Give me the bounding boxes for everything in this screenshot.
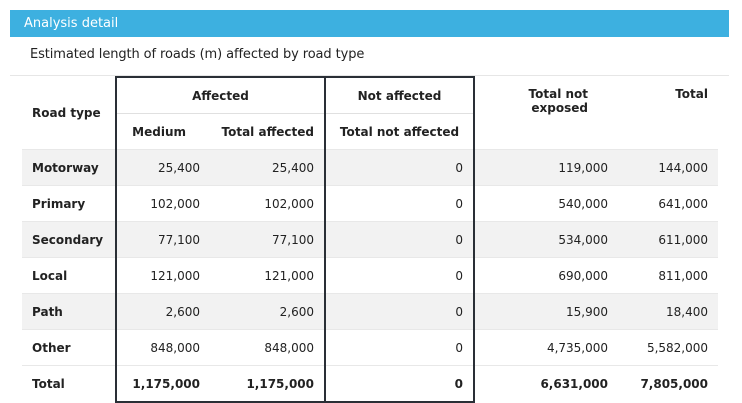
medium-cell: 102,000 [115, 185, 210, 222]
totals-label: Total [22, 365, 116, 402]
medium-cell: 2,600 [115, 293, 210, 330]
medium-cell: 121,000 [115, 257, 210, 294]
panel-title: Analysis detail [24, 16, 119, 31]
road-type-cell: Secondary [22, 221, 116, 258]
total-not-exposed-cell: 540,000 [474, 185, 619, 222]
table-row: Local 121,000 121,000 0 690,000 811,000 [22, 257, 719, 294]
table-row: Secondary 77,100 77,100 0 534,000 611,000 [22, 221, 719, 258]
totals-medium: 1,175,000 [115, 365, 210, 403]
total-affected-cell: 2,600 [210, 293, 326, 330]
total-affected-cell: 121,000 [210, 257, 326, 294]
total-cell: 811,000 [618, 257, 719, 294]
total-cell: 144,000 [618, 149, 719, 186]
medium-cell: 77,100 [115, 221, 210, 258]
total-cell: 18,400 [618, 293, 719, 330]
header-total-not-exposed: Total not exposed [528, 87, 589, 115]
road-type-cell: Path [22, 293, 116, 330]
total-affected-cell: 102,000 [210, 185, 326, 222]
totals-total-affected: 1,175,000 [210, 365, 326, 403]
table-row: Path 2,600 2,600 0 15,900 18,400 [22, 293, 719, 330]
totals-row: Total 1,175,000 1,175,000 0 6,631,000 7,805,0… [22, 365, 719, 403]
total-affected-cell: 77,100 [210, 221, 326, 258]
totals-total-not-affected: 0 [324, 365, 476, 403]
total-not-affected-cell: 0 [324, 221, 476, 258]
total-affected-cell: 25,400 [210, 149, 326, 186]
total-not-exposed-cell: 534,000 [474, 221, 619, 258]
header-road-type: Road type [32, 106, 101, 120]
header-total-affected: Total affected [210, 113, 326, 150]
road-type-cell: Motorway [22, 149, 116, 186]
total-not-exposed-cell: 15,900 [474, 293, 619, 330]
road-type-cell: Other [22, 329, 116, 366]
header-total: Total [675, 87, 709, 101]
road-type-cell: Primary [22, 185, 116, 222]
total-cell: 641,000 [618, 185, 719, 222]
table-row: Other 848,000 848,000 0 4,735,000 5,582,000 [22, 329, 719, 366]
header-not-affected: Not affected [324, 76, 476, 114]
header-affected: Affected [114, 76, 326, 114]
road-type-cell: Local [22, 257, 116, 294]
divider [10, 75, 729, 76]
panel-header: Analysis detail [10, 10, 729, 37]
table-caption: Estimated length of roads (m) affected b… [30, 47, 365, 62]
total-not-affected-cell: 0 [324, 293, 476, 330]
medium-cell: 848,000 [115, 329, 210, 366]
total-not-exposed-cell: 119,000 [474, 149, 619, 186]
totals-total: 7,805,000 [618, 365, 719, 402]
total-not-affected-cell: 0 [324, 329, 476, 366]
road-impact-table: Road type Affected Not affected Total no… [22, 76, 719, 403]
total-not-exposed-cell: 690,000 [474, 257, 619, 294]
totals-total-not-exposed: 6,631,000 [474, 365, 619, 402]
header-medium: Medium [115, 113, 210, 150]
medium-cell: 25,400 [115, 149, 210, 186]
total-cell: 611,000 [618, 221, 719, 258]
total-cell: 5,582,000 [618, 329, 719, 366]
table-row: Primary 102,000 102,000 0 540,000 641,000 [22, 185, 719, 222]
total-not-affected-cell: 0 [324, 149, 476, 186]
total-not-affected-cell: 0 [324, 257, 476, 294]
total-not-exposed-cell: 4,735,000 [474, 329, 619, 366]
header-total-not-affected: Total not affected [324, 113, 476, 150]
table-row: Motorway 25,400 25,400 0 119,000 144,000 [22, 149, 719, 186]
total-not-affected-cell: 0 [324, 185, 476, 222]
total-affected-cell: 848,000 [210, 329, 326, 366]
